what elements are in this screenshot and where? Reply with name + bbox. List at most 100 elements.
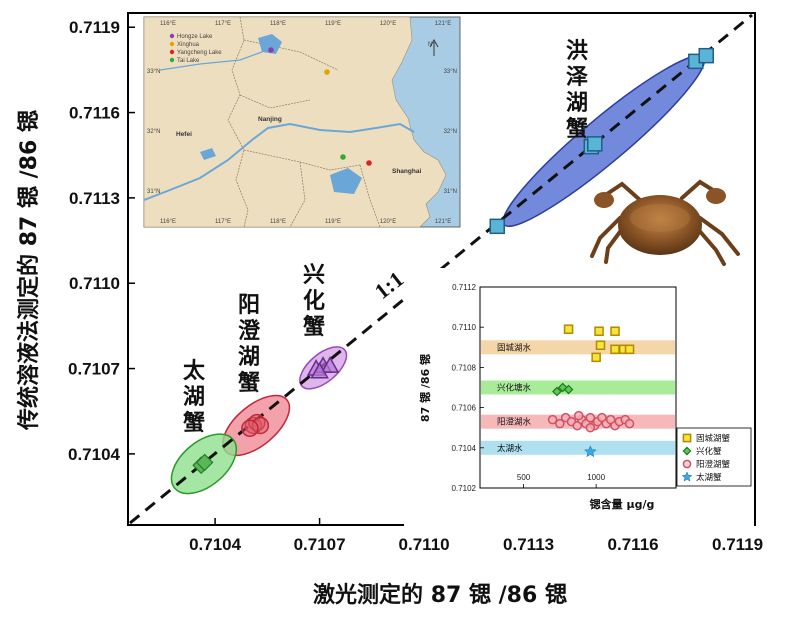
map-legend-label: Yangcheng Lake <box>177 50 222 56</box>
x-axis-ticks: 0.7104 0.7107 0.7110 0.7113 0.7116 0.7119 <box>189 518 763 554</box>
map-bottom-longitudes: 116°E 117°E 118°E 119°E 120°E 121°E <box>160 219 451 225</box>
map-top-lon-label: 120°E <box>380 21 396 27</box>
sr-marker-xinghua <box>552 386 562 397</box>
map-top-lon-label: 118°E <box>270 21 286 27</box>
sr-legend-marker <box>681 471 693 482</box>
map-legend: Hongze Lake Xinghua Yangcheng Lake Tai Lake <box>169 33 222 64</box>
sr-marker-gucheng <box>595 340 606 351</box>
x-tick-label: 0.7119 <box>712 535 763 554</box>
y-tick-label: 0.7107 <box>68 360 120 379</box>
map-legend-dot <box>169 57 175 63</box>
sr-y-tick-label: 0.7106 <box>452 404 477 413</box>
sr-y-tick-label: 0.7112 <box>452 283 476 292</box>
sr-y-ticks: 0.7102 0.7104 0.7106 0.7108 0.7110 0.7112 <box>452 283 484 493</box>
map-inset: 116°E 117°E 118°E 119°E 120°E 121°E 116°E 117°… <box>143 16 461 228</box>
hongze-lake <box>258 34 282 54</box>
sr-legend-label: 兴化蟹 <box>696 446 722 457</box>
y-tick-label: 0.7110 <box>69 274 120 293</box>
chao-lake <box>200 148 216 160</box>
city-nanjing: Nanjing <box>258 116 282 123</box>
sr-marker-gucheng <box>610 326 620 336</box>
map-top-longitudes: 116°E 117°E 118°E 119°E 120°E 121°E <box>160 21 451 27</box>
marker-hongze <box>587 136 603 152</box>
sr-markers <box>547 324 635 458</box>
map-legend-label: Xinghua <box>177 42 200 48</box>
marker-yangcheng <box>241 419 259 438</box>
sr-legend-label: 阳澄湖蟹 <box>696 459 731 470</box>
crab-photo <box>590 179 740 266</box>
label-yangcheng: 阳澄湖蟹 <box>238 293 261 396</box>
map-latitudes: 33°N 33°N 32°N 32°N 31°N 31°N <box>147 69 457 195</box>
map-bot-lon-label: 120°E <box>380 219 396 225</box>
marker-hongze <box>698 47 714 64</box>
main-markers <box>192 47 714 475</box>
site-hongze <box>268 47 274 53</box>
y-axis-title: 传统溶液法测定的 87 锶 /86 锶 <box>16 110 42 431</box>
sr-x-tick-label: 500 <box>517 473 531 482</box>
site-yangcheng <box>366 160 372 166</box>
x-tick-label: 0.7116 <box>608 535 659 554</box>
land-area <box>143 16 447 228</box>
sr-marker-gucheng <box>563 324 574 334</box>
y-tick-label: 0.7104 <box>68 445 121 464</box>
x-axis-title: 激光测定的 87 锶 /86 锶 <box>313 582 567 608</box>
sr-legend-marker <box>682 433 692 443</box>
sr-marker-gucheng <box>591 352 601 363</box>
marker-hongze <box>489 218 505 235</box>
map-bot-lon-label: 117°E <box>215 219 231 225</box>
label-xinghua: 兴化蟹 <box>303 263 325 340</box>
site-tai <box>340 154 346 160</box>
sr-y-tick-label: 0.7102 <box>452 484 477 493</box>
sr-marker-xinghua <box>563 384 574 395</box>
sr-y-axis-title: 87 锶 /86 锶 <box>418 354 432 422</box>
sr-band-label: 阳澄湖水 <box>497 417 532 428</box>
x-tick-label: 0.7104 <box>189 535 242 554</box>
sr-legend-label: 太湖蟹 <box>696 472 722 483</box>
x-tick-label: 0.7113 <box>503 535 554 554</box>
y-tick-label: 0.7119 <box>69 18 120 37</box>
marker-xinghua <box>320 356 340 373</box>
sr-x-axis-title: 锶含量 μg/g <box>590 497 655 511</box>
map-lat-label-left: 33°N <box>147 69 160 75</box>
north-label: N <box>428 42 432 48</box>
city-hefei: Hefei <box>176 131 192 138</box>
sr-marker-yangcheng <box>573 410 584 421</box>
map-bot-lon-label: 119°E <box>325 219 341 225</box>
tai-lake <box>330 168 362 194</box>
map-top-lon-label: 119°E <box>325 21 341 27</box>
city-shanghai: Shanghai <box>392 168 421 175</box>
sr-x-ticks: 500 1000 <box>517 473 606 488</box>
sr-marker-yangcheng <box>585 412 596 423</box>
y-tick-label: 0.7113 <box>69 189 120 208</box>
huai-river <box>159 51 263 71</box>
sr-legend-marker <box>682 459 692 469</box>
map-bot-lon-label: 116°E <box>160 219 176 225</box>
sr-marker-yangcheng <box>555 418 565 429</box>
reference-line-label: 1:1 <box>370 266 409 304</box>
sr-marker-yangcheng <box>585 422 596 433</box>
x-tick-label: 0.7110 <box>399 535 450 554</box>
north-arrow: N <box>428 38 439 56</box>
sr-marker-xinghua <box>557 382 568 393</box>
map-legend-dot <box>169 49 175 55</box>
sr-y-tick-label: 0.7104 <box>452 444 477 453</box>
map-legend-dot <box>169 41 175 47</box>
map-legend-label: Hongze Lake <box>177 34 213 40</box>
map-top-lon-label: 121°E <box>435 21 451 27</box>
marker-xinghua <box>310 361 329 379</box>
label-hongze: 洪泽湖蟹 <box>566 39 588 142</box>
map-lat-label-right: 33°N <box>444 69 457 75</box>
sr-marker-gucheng <box>610 344 620 355</box>
sr-band-label: 太湖水 <box>497 443 523 454</box>
x-tick-label: 0.7107 <box>294 535 346 554</box>
map-legend-dot <box>169 33 175 39</box>
sr-marker-taihu <box>584 445 597 458</box>
sr-x-tick-label: 1000 <box>587 473 605 482</box>
sr-legend-label: 固城湖蟹 <box>696 433 731 444</box>
sr-marker-gucheng <box>624 344 635 355</box>
marker-taihu <box>195 453 214 472</box>
sr-band-label: 固城湖水 <box>497 342 532 353</box>
